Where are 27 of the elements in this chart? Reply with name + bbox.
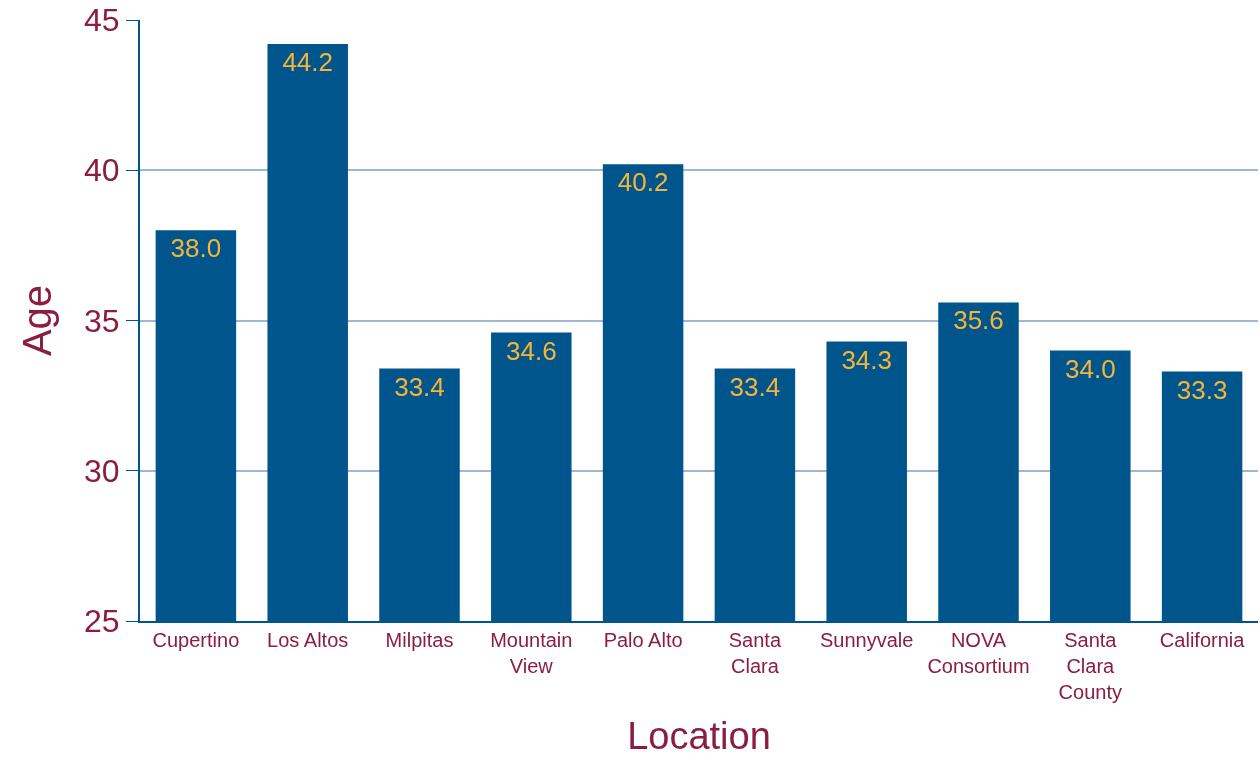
data-label: 34.0 (1065, 353, 1116, 384)
y-tick-label: 35 (84, 302, 120, 339)
x-tick-label: Los Altos (267, 629, 349, 651)
y-tick-label: 30 (84, 452, 120, 489)
x-tick-label: Milpitas (385, 629, 454, 651)
x-tick-label: Santa Clara (728, 629, 782, 677)
x-tick-label: Sunnyvale (820, 629, 914, 651)
y-tick-label: 45 (84, 2, 120, 39)
data-label: 33.4 (394, 371, 445, 402)
data-label: 44.2 (282, 47, 333, 78)
x-tick-label: Palo Alto (603, 629, 683, 651)
data-label: 34.6 (506, 335, 557, 366)
x-tick-label: Cupertino (152, 629, 240, 651)
y-tick-label: 40 (84, 152, 120, 189)
data-label: 33.4 (729, 371, 781, 402)
data-label: 33.3 (1176, 374, 1228, 405)
data-label: 35.6 (953, 305, 1004, 336)
data-label: 38.0 (170, 233, 222, 264)
y-axis-title: Age (15, 284, 60, 357)
data-label: 34.3 (841, 344, 892, 375)
y-tick-label: 25 (84, 603, 120, 640)
x-tick-label: NOVA Consortium (927, 629, 1030, 677)
x-tick-label: Santa Clara County (1058, 629, 1122, 703)
x-axis-title: Location (627, 714, 771, 757)
x-tick-label: California (1159, 629, 1246, 651)
data-label: 40.2 (617, 167, 669, 198)
x-tick-label: Mountain View (490, 629, 573, 677)
